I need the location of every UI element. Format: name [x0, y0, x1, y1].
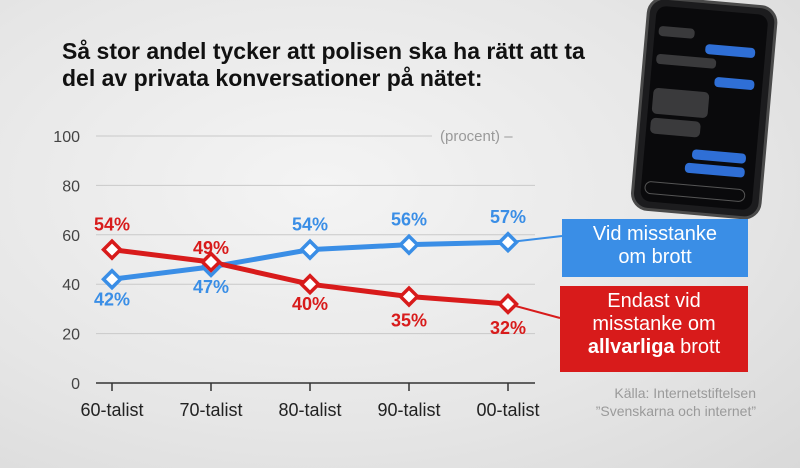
- chart-title: Så stor andel tycker att polisen ska ha …: [62, 38, 662, 92]
- series-connector-red: [507, 302, 561, 319]
- chart-axes: 0 20 40 60 80 100 (procent) – 60-talist 70-talis…: [53, 128, 539, 420]
- point-blue-0: [101, 268, 123, 291]
- y-tick-label-40: 40: [62, 277, 80, 294]
- y-tick-label-0: 0: [71, 376, 80, 393]
- data-label-blue-1: 47%: [193, 277, 229, 297]
- y-tick-label-60: 60: [62, 228, 80, 245]
- y-tick-label-20: 20: [62, 327, 80, 344]
- chart-title-line-1: Så stor andel tycker att polisen ska ha …: [62, 38, 585, 64]
- point-red-0: [101, 238, 123, 261]
- data-label-red-1: 49%: [193, 238, 229, 258]
- x-tick-label-80-talist: 80-talist: [278, 400, 341, 420]
- point-red-3: [398, 285, 420, 308]
- legend-blue-line-2: om brott: [618, 246, 692, 268]
- data-label-red-2: 40%: [292, 294, 328, 314]
- legend-red-series: Endast vid misstanke om allvarliga brott: [560, 286, 748, 372]
- point-red-1: [200, 251, 222, 273]
- point-blue-4: [497, 231, 519, 254]
- phone-illustration: [631, 0, 778, 220]
- x-tick-label-00-talist: 00-talist: [476, 400, 539, 420]
- data-label-red-4: 32%: [490, 318, 526, 338]
- chart-title-line-2: del av privata konversationer på nätet:: [62, 65, 483, 91]
- legend-red-tail: brott: [674, 336, 721, 358]
- data-label-blue-0: 42%: [94, 289, 130, 309]
- point-blue-2: [299, 238, 321, 261]
- data-label-red-0: 54%: [94, 215, 130, 235]
- x-tick-label-70-talist: 70-talist: [179, 400, 242, 420]
- y-tick-label-80: 80: [62, 178, 80, 195]
- chart-series: 42% 47% 54% 56% 57% 54% 49% 40% 35% 32%: [94, 207, 563, 338]
- x-tick-label-60-talist: 60-talist: [80, 400, 143, 420]
- data-label-blue-3: 56%: [391, 210, 427, 230]
- legend-red-line-2: misstanke om: [592, 313, 716, 335]
- legend-red-line-1: Endast vid: [607, 290, 701, 312]
- unit-label: (procent) –: [440, 128, 513, 145]
- y-tick-label-100: 100: [53, 129, 80, 146]
- legend-blue-series: Vid misstanke om brott: [562, 219, 748, 277]
- chart-grid: [96, 135, 535, 384]
- legend-blue-line-1: Vid misstanke: [592, 223, 718, 245]
- source-line-2: ”Svenskarna och internet”: [595, 403, 756, 419]
- x-tick-label-90-talist: 90-talist: [377, 400, 440, 420]
- source-line-1: Källa: Internetstiftelsen: [614, 385, 756, 401]
- point-red-2: [299, 273, 321, 296]
- source-note: Källa: Internetstiftelsen ”Svenskarna oc…: [596, 384, 756, 420]
- data-label-red-3: 35%: [391, 311, 427, 331]
- legend-red-emphasis: allvarliga: [587, 336, 675, 358]
- legend-red-line-3: allvarliga brott: [560, 336, 748, 359]
- point-blue-3: [398, 233, 420, 256]
- point-red-4: [497, 292, 519, 315]
- data-label-blue-2: 54%: [292, 215, 328, 235]
- data-label-blue-4: 57%: [490, 207, 526, 227]
